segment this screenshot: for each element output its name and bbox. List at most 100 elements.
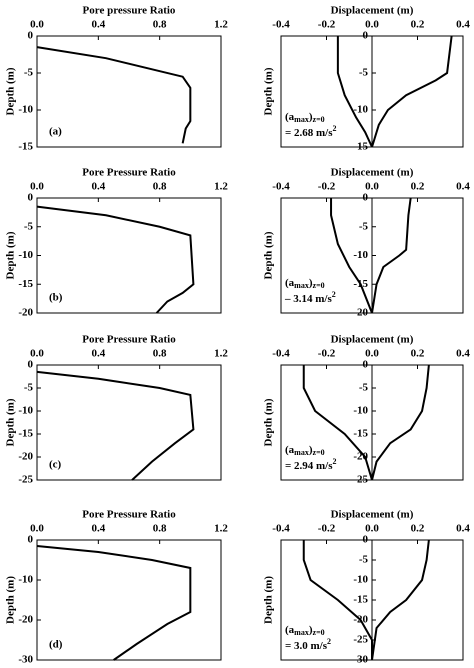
x-tick-label: 0.0 [30, 348, 44, 360]
x-tick-label: 0.2 [411, 181, 425, 193]
y-tick-label: -15 [18, 428, 33, 440]
x-tick-label: 0.0 [365, 181, 379, 193]
y-axis-label: Depth (m) [5, 576, 17, 624]
y-tick-label: -15 [353, 141, 368, 153]
y-axis-label: Depth (m) [5, 231, 17, 279]
profile-line [36, 370, 195, 481]
x-tick-label: 1.2 [214, 348, 228, 360]
y-axis-label: Depth (m) [263, 231, 275, 279]
y-tick-label: -10 [18, 249, 33, 261]
chart-title: Pore Pressure Ratio [82, 167, 176, 179]
x-tick-label: 0.4 [91, 181, 105, 193]
x-tick-label: 0.2 [411, 19, 425, 31]
y-tick-label: 0 [28, 534, 34, 546]
x-tick-label: -0.2 [318, 19, 336, 31]
x-tick-label: 0.4 [91, 348, 105, 360]
annotation: = 3.0 m/s2 [285, 637, 331, 652]
annotation: (amax)z=0 [285, 624, 325, 637]
profile-line [336, 36, 373, 148]
chart-title: Displacement (m) [331, 5, 414, 17]
y-axis-label: Depth (m) [263, 398, 275, 446]
annotation-sub: z=0 [313, 115, 325, 124]
x-tick-label: -0.4 [272, 181, 290, 193]
annotation-part: (a [285, 111, 295, 123]
y-tick-label: 0 [28, 359, 34, 371]
x-tick-label: 0.8 [153, 523, 167, 535]
panel-label: (c) [49, 459, 62, 471]
profile-line [302, 540, 373, 660]
y-tick-label: -25 [353, 634, 368, 646]
annotation-sup: 2 [332, 290, 336, 299]
profile-line [371, 539, 430, 661]
y-axis-label: Depth (m) [263, 576, 275, 624]
profile-line [36, 545, 192, 661]
annotation-sub: max [294, 628, 309, 637]
y-axis-label: Depth (m) [5, 398, 17, 446]
y-tick-label: -20 [18, 307, 33, 319]
y-tick-label: -15 [18, 141, 33, 153]
chart-title: Pore Pressure Ratio [82, 334, 176, 346]
x-tick-label: -0.2 [318, 348, 336, 360]
x-tick-label: 0.0 [30, 181, 44, 193]
profile-line [330, 198, 373, 314]
x-tick-label: 0.4 [456, 19, 470, 31]
annotation-part: – 3.14 m/s [284, 293, 332, 305]
y-tick-label: -10 [18, 405, 33, 417]
x-tick-label: 0.2 [411, 523, 425, 535]
y-tick-label: -5 [359, 382, 369, 394]
y-tick-label: -25 [353, 474, 368, 486]
x-tick-label: 0.4 [456, 523, 470, 535]
annotation-part: ) [309, 624, 313, 636]
y-tick-label: 0 [28, 30, 34, 42]
y-axis-label: Depth (m) [5, 67, 17, 115]
y-tick-label: -10 [353, 405, 368, 417]
plot-frame [36, 35, 222, 148]
annotation-part: ) [309, 111, 313, 123]
x-tick-label: 0.0 [30, 523, 44, 535]
y-tick-label: -30 [353, 654, 368, 666]
y-axis-label: Depth (m) [263, 67, 275, 115]
y-tick-label: 0 [363, 192, 369, 204]
annotation-sub: max [294, 115, 309, 124]
x-tick-label: 0.0 [365, 523, 379, 535]
y-tick-label: -15 [353, 428, 368, 440]
x-tick-label: 0.0 [30, 19, 44, 31]
x-tick-label: 0.4 [91, 19, 105, 31]
x-tick-label: 0.8 [153, 181, 167, 193]
y-tick-label: -15 [353, 594, 368, 606]
x-tick-label: 0.0 [365, 348, 379, 360]
profile-line [371, 197, 412, 314]
y-tick-label: -20 [18, 614, 33, 626]
plot-frame [36, 539, 222, 661]
x-tick-label: 0.0 [365, 19, 379, 31]
x-tick-label: 0.4 [456, 181, 470, 193]
y-tick-label: -5 [24, 220, 34, 232]
x-tick-label: 0.8 [153, 348, 167, 360]
annotation-sub: z=0 [313, 448, 325, 457]
annotation-sup: 2 [327, 637, 331, 646]
y-tick-label: -5 [24, 382, 34, 394]
annotation: (amax)z=0 [285, 444, 325, 457]
y-tick-label: -10 [18, 104, 33, 116]
x-tick-label: 0.4 [456, 348, 470, 360]
annotation: – 3.14 m/s2 [284, 290, 336, 305]
y-tick-label: -20 [18, 451, 33, 463]
y-tick-label: -10 [353, 574, 368, 586]
x-tick-label: -0.4 [272, 523, 290, 535]
annotation-part: (a [285, 444, 295, 456]
y-tick-label: -5 [24, 67, 34, 79]
annotation: (amax)z=0 [285, 111, 325, 124]
profile-line [371, 364, 430, 481]
annotation-part: = 2.94 m/s [285, 460, 333, 472]
x-tick-label: 1.2 [214, 19, 228, 31]
annotation-part: = 2.68 m/s [285, 127, 333, 139]
chart-title: Displacement (m) [331, 167, 414, 179]
y-tick-label: -20 [353, 307, 368, 319]
annotation-part: (a [285, 624, 295, 636]
annotation-sub: max [294, 448, 309, 457]
x-tick-label: -0.2 [318, 181, 336, 193]
y-tick-label: -15 [18, 278, 33, 290]
panel-label: (a) [49, 126, 62, 138]
y-tick-label: 0 [363, 30, 369, 42]
y-tick-label: 0 [28, 192, 34, 204]
